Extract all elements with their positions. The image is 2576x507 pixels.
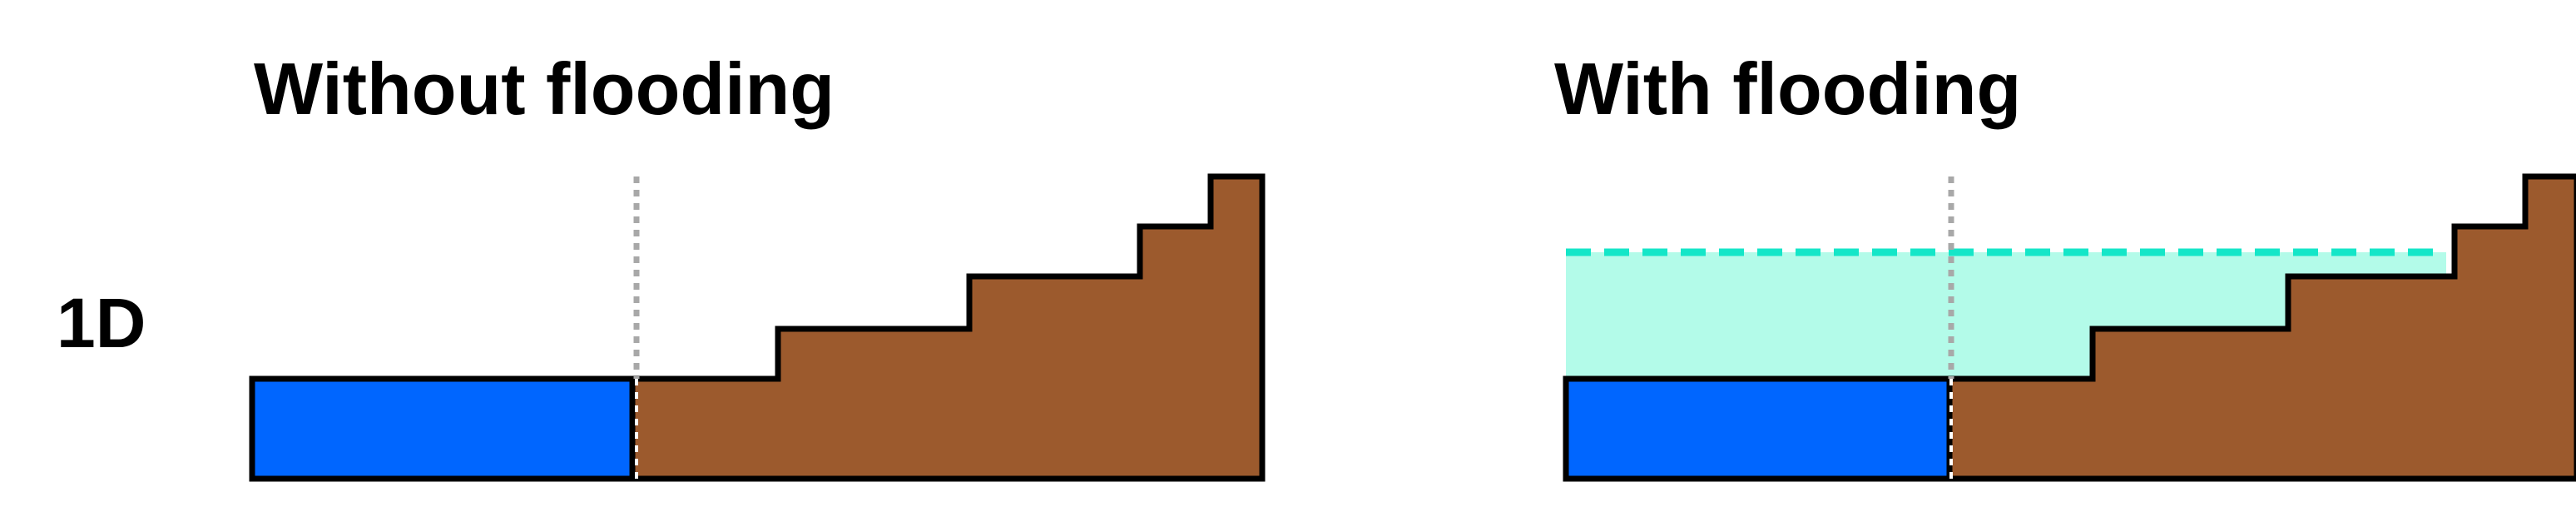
row-label: 1D bbox=[57, 284, 146, 362]
terrain bbox=[1946, 173, 2576, 482]
panel-title-with-flooding: With flooding bbox=[1554, 47, 2022, 130]
sea bbox=[1563, 375, 1953, 482]
flood-water bbox=[1566, 252, 2446, 379]
panel-without-flooding bbox=[249, 173, 1266, 482]
sea bbox=[249, 375, 636, 482]
terrain bbox=[629, 173, 1266, 482]
panel-title-without-flooding: Without flooding bbox=[254, 47, 835, 130]
panel-with-flooding bbox=[1563, 173, 2576, 482]
